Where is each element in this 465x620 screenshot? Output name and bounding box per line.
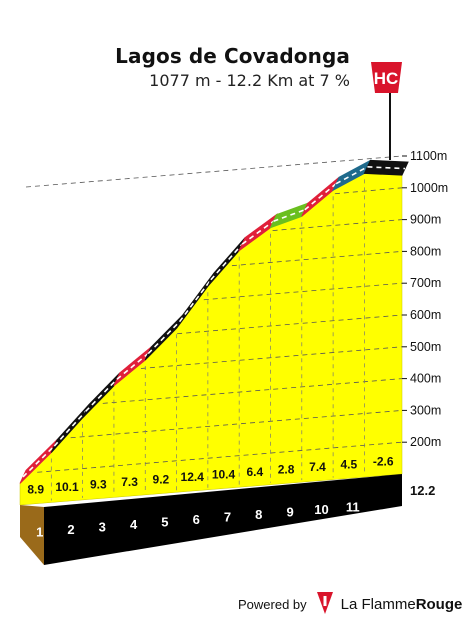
gradient-label-2: 10.1 — [55, 480, 79, 494]
hc-badge-label: HC — [374, 69, 399, 88]
y-tick-label-400: 400m — [410, 372, 441, 386]
km-marker-9: 9 — [286, 504, 293, 519]
km-marker-11: 11 — [346, 499, 360, 514]
road-centerline-1 — [22, 445, 55, 478]
y-tick-label-600: 600m — [410, 308, 441, 322]
brand-name-part2: Rouge — [415, 595, 463, 613]
km-marker-6: 6 — [193, 512, 200, 527]
climb-subtitle: 1077 m - 12.2 Km at 7 % — [149, 71, 350, 90]
gradient-label-3: 9.3 — [90, 478, 107, 492]
km-marker-7: 7 — [224, 510, 231, 525]
y-tick-label-1100: 1100m — [410, 149, 447, 163]
gradient-label-8: 6.4 — [246, 465, 263, 479]
start-block — [20, 505, 44, 565]
flamme-rouge-logo-icon — [316, 592, 333, 614]
gradient-label-1: 8.9 — [27, 483, 44, 497]
road-centerline-2 — [53, 410, 87, 447]
powered-by-footer: Powered by La Flamme Rouge — [238, 592, 462, 616]
km-marker-8: 8 — [255, 507, 262, 522]
y-tick-label-700: 700m — [410, 276, 441, 290]
grid-line-900 — [272, 219, 403, 231]
grid-line-1000 — [334, 187, 403, 195]
road-centerline-12 — [367, 166, 406, 170]
road-centerline-11 — [335, 166, 368, 185]
road-centerline-8 — [241, 220, 274, 245]
powered-by-label: Powered by — [238, 596, 307, 612]
gradient-label-7: 10.4 — [212, 468, 236, 482]
gradient-label-9: 2.8 — [278, 462, 295, 476]
road-centerline-3 — [85, 378, 118, 412]
y-tick-label-800: 800m — [410, 244, 441, 258]
road-centerline-7 — [210, 243, 243, 281]
km-marker-10: 10 — [314, 502, 328, 517]
km-marker-4: 4 — [130, 517, 138, 532]
y-tick-label-300: 300m — [410, 403, 441, 417]
km-marker-5: 5 — [161, 515, 168, 530]
profile-area — [19, 173, 403, 506]
road-centerline-9 — [273, 209, 306, 222]
km-marker-1: 1 — [36, 525, 43, 540]
grid-line-500 — [140, 346, 403, 369]
brand-name-part1: La Flamme — [340, 595, 416, 613]
profile-header: Lagos de Covadonga 1077 m - 12.2 Km at 7… — [0, 44, 350, 90]
y-tick-label-1000: 1000m — [410, 181, 448, 195]
grid-line-600 — [177, 314, 403, 335]
end-distance-label: 12.2 — [410, 483, 435, 498]
y-tick-label-200: 200m — [410, 435, 441, 449]
climb-title: Lagos de Covadonga — [115, 44, 350, 68]
base-slab — [44, 474, 402, 565]
y-tick-label-900: 900m — [410, 213, 441, 227]
km-marker-2: 2 — [67, 522, 74, 537]
gradient-label-10: 7.4 — [309, 460, 326, 474]
gradient-label-12: -2.6 — [373, 455, 394, 469]
grid-line-200 — [37, 441, 403, 473]
gradient-label-5: 9.2 — [153, 473, 170, 487]
gradient-label-4: 7.3 — [121, 475, 138, 489]
road-centerline-5 — [147, 321, 181, 355]
gradient-label-6: 12.4 — [181, 470, 205, 484]
road-centerline-4 — [116, 352, 149, 380]
grid-line-300 — [70, 410, 403, 439]
gradient-label-11: 4.5 — [340, 457, 357, 471]
hc-badge-flag — [371, 62, 402, 93]
road-centerline-10 — [304, 183, 337, 211]
km-marker-3: 3 — [99, 520, 106, 535]
grid-line-700 — [203, 282, 403, 301]
y-tick-label-500: 500m — [410, 340, 441, 354]
grid-line-800 — [231, 251, 403, 267]
